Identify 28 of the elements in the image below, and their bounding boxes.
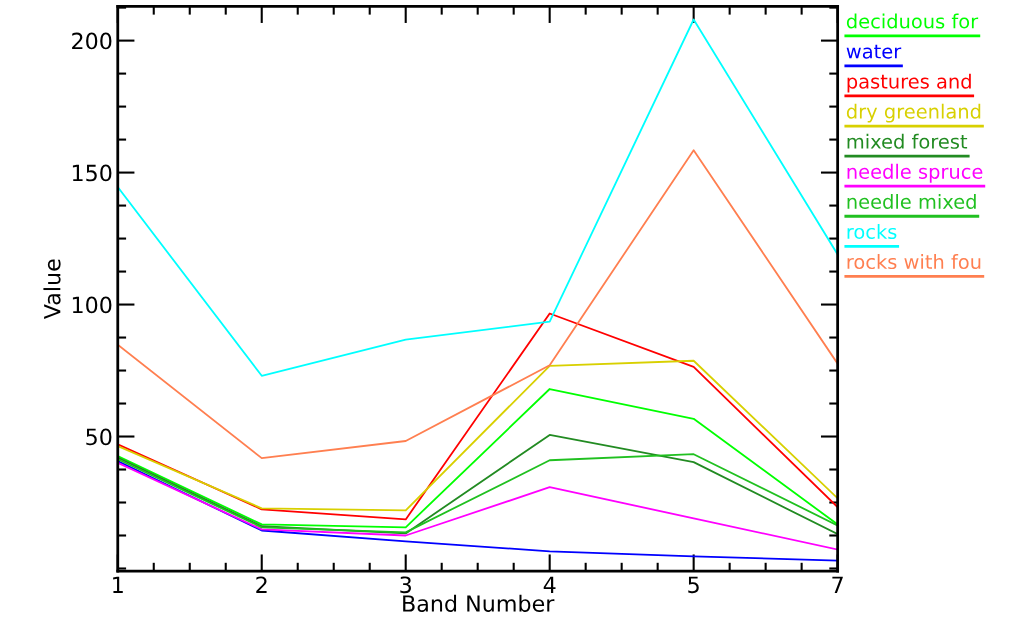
- line-series: [117, 453, 838, 534]
- y-tick-label: 150: [72, 164, 112, 182]
- x-axis-title: Band Number: [403, 594, 555, 612]
- text: pastures and: [847, 73, 971, 93]
- y-tick-label: 100: [72, 296, 112, 314]
- line-series: [117, 18, 838, 377]
- text: needle spruce: [847, 163, 983, 183]
- line-series: [117, 359, 838, 512]
- line-series: [117, 434, 838, 536]
- text: needle mixed: [847, 193, 976, 209]
- x-tick-label: 1: [113, 576, 123, 593]
- line-series: [117, 388, 838, 529]
- series-label: rocks: [847, 223, 897, 240]
- y-axis-title: Value: [43, 259, 61, 320]
- text: water: [846, 44, 902, 59]
- x-tick-label: 2: [256, 576, 267, 593]
- line-series: [117, 312, 838, 521]
- x-tick-label: 7: [832, 576, 843, 593]
- x-tick-label: 3: [400, 576, 411, 594]
- line-series: [117, 149, 838, 460]
- text: mixed forest: [847, 133, 968, 149]
- text: rocks with fou: [847, 254, 981, 270]
- text: dry greenland: [846, 103, 981, 123]
- text: deciduous for: [846, 13, 979, 29]
- y-tick-label: 200: [72, 32, 112, 50]
- x-tick-label: 4: [543, 576, 556, 593]
- y-tick-label: 50: [86, 428, 112, 446]
- x-tick-label: 5: [688, 576, 699, 594]
